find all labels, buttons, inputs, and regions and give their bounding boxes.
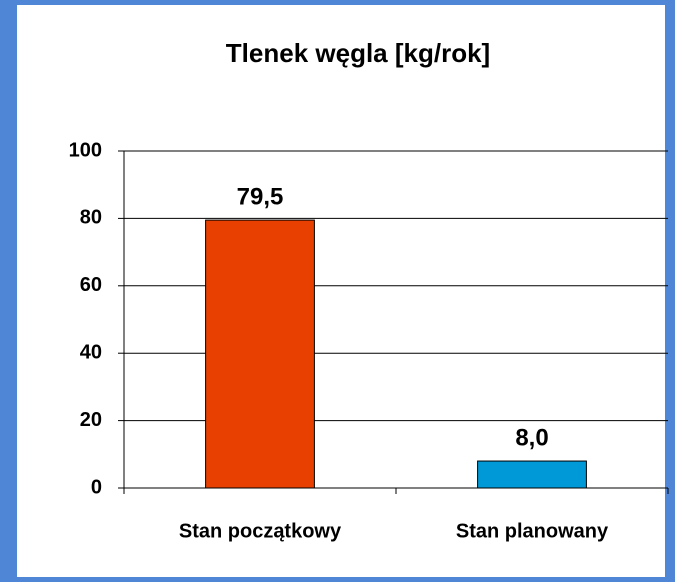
y-tick-label: 40	[80, 341, 102, 363]
chart-title: Tlenek węgla [kg/rok]	[226, 38, 490, 68]
x-tick-label: Stan początkowy	[179, 520, 342, 542]
bar	[477, 460, 587, 489]
y-tick-label: 100	[69, 139, 102, 161]
value-label: 79,5	[237, 183, 284, 210]
y-tick-label: 0	[91, 476, 102, 498]
y-tick-label: 80	[80, 207, 102, 229]
x-tick-label: Stan planowany	[456, 520, 609, 542]
value-label: 8,0	[515, 424, 548, 451]
y-tick-label: 20	[80, 409, 102, 431]
bar	[205, 219, 315, 489]
chart-background	[17, 5, 665, 577]
y-tick-label: 60	[80, 274, 102, 296]
